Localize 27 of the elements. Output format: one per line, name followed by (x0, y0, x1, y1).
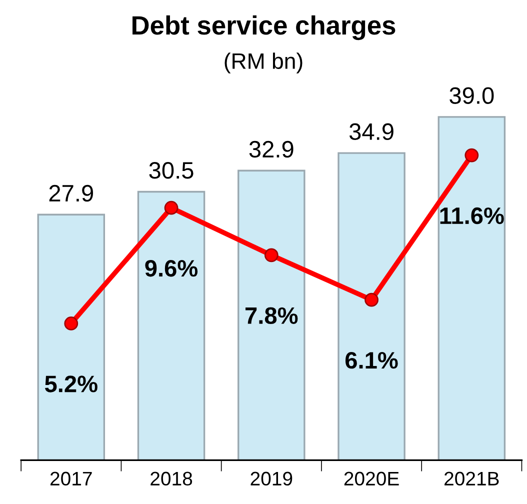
bar (37, 214, 106, 460)
bar (238, 170, 306, 460)
data-label: 32.9 (249, 140, 294, 158)
x-tick-label: 2020E (344, 472, 399, 486)
bar (438, 116, 506, 460)
point (364, 292, 378, 307)
data-label: 11.6% (440, 207, 504, 224)
data-label: 30.5 (149, 162, 194, 179)
point (164, 200, 178, 215)
x-tick-label: 2021B (444, 472, 499, 486)
x-tick-label: 2018 (150, 472, 192, 486)
point (464, 148, 479, 162)
data-label: 6.1% (345, 352, 398, 369)
bar (338, 152, 406, 460)
data-label: 39.0 (450, 87, 494, 104)
bar (137, 190, 206, 460)
x-tick-label: 2017 (50, 472, 92, 486)
chart-subtitle: (RM bn) (224, 52, 302, 74)
x-tick-label: 2019 (250, 472, 292, 486)
data-label: 9.6% (145, 260, 198, 277)
data-label: 34.9 (349, 123, 394, 140)
data-label: 27.9 (49, 184, 94, 202)
point (64, 316, 78, 330)
data-label: 7.8% (246, 307, 298, 324)
point (264, 248, 278, 262)
data-label: 5.2% (44, 376, 98, 392)
chart-title: Debt service charges (132, 15, 396, 40)
